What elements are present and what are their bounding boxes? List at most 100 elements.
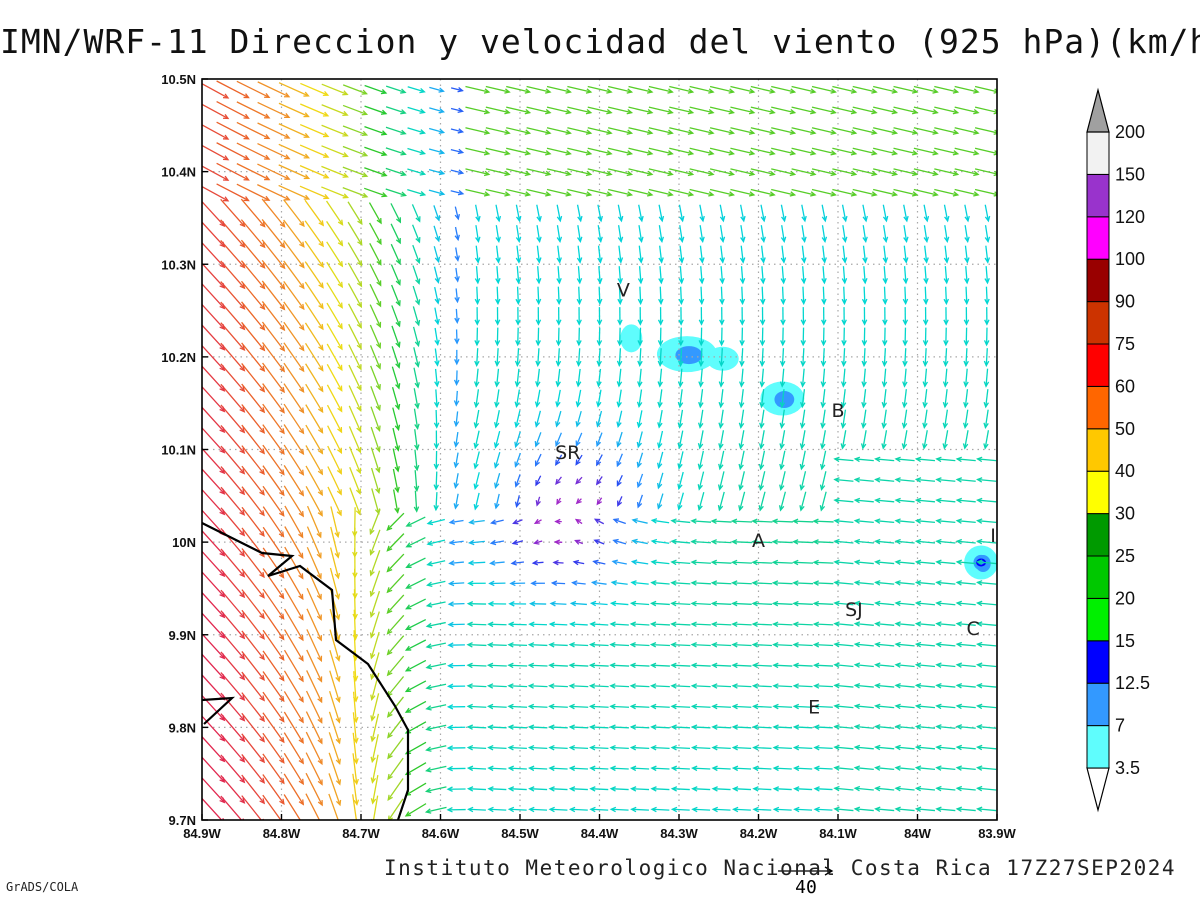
wind-vector bbox=[833, 559, 854, 565]
wind-vector bbox=[555, 410, 562, 428]
wind-vector bbox=[468, 539, 485, 546]
wind-vector bbox=[305, 486, 323, 517]
wind-vector bbox=[465, 147, 491, 156]
wind-vector bbox=[636, 431, 643, 449]
wind-vector bbox=[527, 724, 548, 730]
coastline bbox=[202, 522, 410, 820]
wind-vector bbox=[529, 601, 547, 607]
wind-vector bbox=[617, 225, 624, 244]
wind-vector bbox=[873, 127, 899, 135]
wind-vector bbox=[709, 147, 735, 156]
wind-vector bbox=[536, 225, 542, 244]
wind-vector bbox=[475, 225, 481, 244]
wind-vector bbox=[842, 225, 848, 244]
wind-vector bbox=[630, 806, 649, 813]
wind-vector bbox=[450, 107, 465, 113]
wind-vector bbox=[592, 559, 606, 566]
wind-vector bbox=[454, 308, 460, 324]
wind-vector bbox=[426, 518, 445, 526]
y-tick-label: 9.8N bbox=[169, 720, 196, 735]
wind-vector bbox=[955, 662, 976, 668]
wind-vector bbox=[446, 765, 466, 772]
wind-vector bbox=[493, 451, 501, 469]
wind-vector bbox=[853, 682, 874, 689]
colorbar-label: 120 bbox=[1115, 207, 1145, 227]
wind-vector bbox=[485, 85, 511, 94]
wind-vector bbox=[631, 518, 648, 524]
wind-vector bbox=[405, 598, 426, 610]
wind-vector bbox=[833, 456, 854, 463]
place-label-b: B bbox=[831, 400, 844, 422]
y-tick-label: 10.2N bbox=[161, 350, 196, 365]
wind-vector bbox=[304, 240, 324, 269]
wind-vector bbox=[853, 600, 874, 607]
wind-vector bbox=[453, 431, 460, 448]
wind-vector bbox=[636, 473, 644, 489]
y-tick-label: 9.7N bbox=[169, 813, 196, 828]
wind-vector bbox=[488, 580, 506, 587]
wind-vector bbox=[678, 307, 684, 326]
wind-vector bbox=[935, 518, 956, 524]
wind-vector bbox=[739, 327, 745, 347]
wind-vector bbox=[902, 368, 908, 388]
wind-vector bbox=[352, 609, 359, 641]
wind-vector bbox=[833, 580, 854, 586]
wind-vector bbox=[202, 144, 230, 161]
wind-vector bbox=[800, 286, 807, 306]
wind-vector bbox=[548, 683, 568, 689]
wind-vector bbox=[812, 559, 834, 566]
wind-vector bbox=[466, 642, 487, 648]
wind-vector bbox=[669, 85, 695, 94]
wind-vector bbox=[955, 559, 976, 565]
wind-vector bbox=[588, 662, 609, 669]
wind-vector bbox=[963, 368, 969, 388]
wind-vector bbox=[587, 188, 613, 197]
wind-vector bbox=[718, 450, 725, 471]
wind-vector bbox=[262, 403, 285, 435]
wind-vector bbox=[874, 600, 895, 607]
wind-vector bbox=[670, 600, 691, 607]
wind-vector bbox=[304, 220, 324, 248]
wind-vector bbox=[240, 280, 266, 311]
wind-vector bbox=[943, 348, 949, 368]
wind-vector bbox=[860, 430, 867, 450]
wind-vector bbox=[514, 368, 521, 388]
wind-vector bbox=[616, 410, 623, 428]
wind-vector bbox=[596, 454, 603, 467]
wind-vector bbox=[433, 246, 441, 264]
wind-vector bbox=[711, 683, 732, 689]
wind-vector bbox=[305, 772, 323, 807]
wind-vector bbox=[801, 245, 807, 264]
x-tick-label: 84.4W bbox=[581, 826, 619, 841]
wind-vector bbox=[862, 245, 868, 264]
wind-vector bbox=[364, 146, 388, 157]
wind-vector bbox=[597, 266, 603, 285]
wind-vector bbox=[771, 518, 793, 525]
wind-vector bbox=[943, 204, 950, 223]
wind-vector bbox=[433, 266, 441, 284]
wind-vector bbox=[527, 703, 548, 710]
wind-vector bbox=[638, 204, 644, 223]
wind-vector bbox=[609, 642, 630, 648]
wind-vector bbox=[697, 409, 704, 429]
wind-vector bbox=[752, 786, 772, 792]
wind-vector bbox=[220, 754, 246, 784]
wind-vector bbox=[690, 662, 711, 669]
wind-vector bbox=[202, 632, 226, 660]
wind-vector bbox=[220, 425, 246, 455]
wind-vector bbox=[278, 102, 310, 118]
wind-vector bbox=[262, 712, 285, 744]
wind-vector bbox=[342, 84, 368, 95]
wind-vector bbox=[428, 148, 446, 155]
shading-7 bbox=[675, 346, 703, 365]
wind-vector bbox=[241, 692, 266, 723]
wind-vector bbox=[608, 106, 634, 115]
wind-vector bbox=[669, 106, 695, 115]
wind-vector bbox=[404, 639, 427, 651]
wind-vector bbox=[474, 368, 480, 388]
reference-vector-label: 40 bbox=[795, 877, 817, 898]
wind-vector bbox=[487, 621, 507, 628]
wind-vector bbox=[709, 106, 735, 115]
wind-vector bbox=[576, 307, 582, 326]
shading-7 bbox=[774, 391, 795, 409]
